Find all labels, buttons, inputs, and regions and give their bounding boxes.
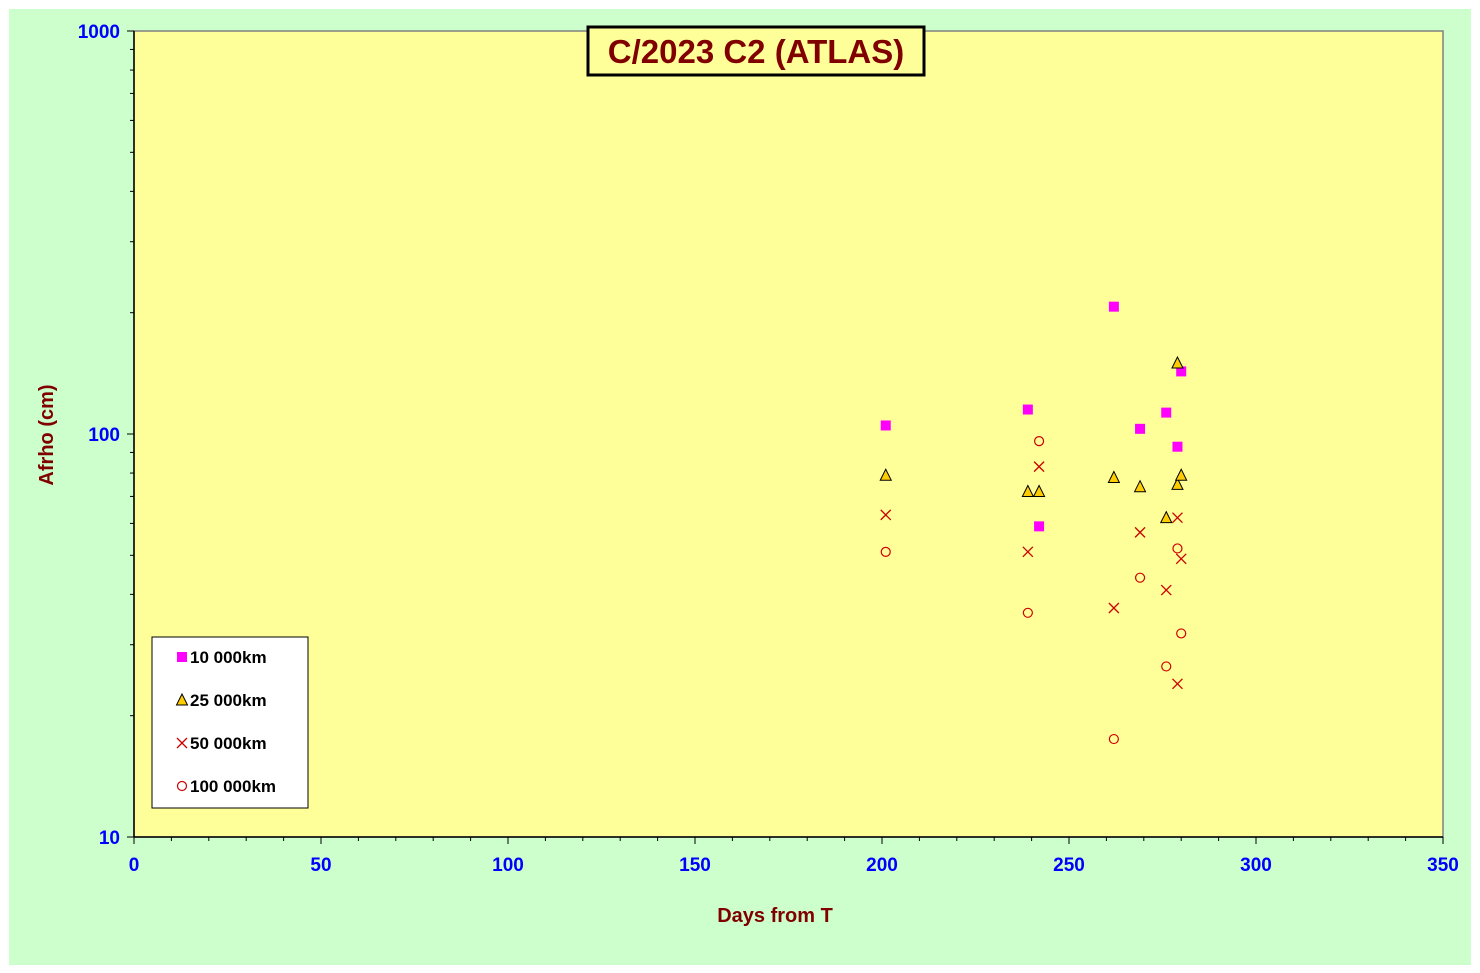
data-point-x xyxy=(1134,526,1146,538)
x-tick-label: 350 xyxy=(1427,855,1459,876)
data-point-triangle xyxy=(1171,477,1184,490)
data-point-triangle xyxy=(1133,479,1147,493)
data-point-square xyxy=(1108,301,1119,312)
y-axis-title: Afrho (cm) xyxy=(36,384,58,485)
y-tick-label: 1000 xyxy=(78,22,120,43)
data-point-x xyxy=(1108,602,1120,614)
data-point-circle xyxy=(1134,572,1146,583)
x-tick-label: 100 xyxy=(492,855,524,876)
x-tick-label: 300 xyxy=(1240,855,1272,876)
data-point-x xyxy=(1033,461,1045,473)
data-point-triangle xyxy=(1032,484,1046,497)
data-point-square xyxy=(1034,521,1045,532)
data-point-circle xyxy=(1161,661,1172,672)
x-tick-label: 200 xyxy=(866,855,898,876)
data-point-triangle xyxy=(1159,510,1173,524)
x-tick-label: 150 xyxy=(679,855,711,876)
data-point-triangle xyxy=(1107,470,1121,483)
legend-label: 25 000km xyxy=(190,691,267,710)
data-point-square xyxy=(1135,423,1146,434)
legend-marker-circle xyxy=(176,780,188,792)
data-point-square xyxy=(1172,441,1183,452)
legend-label: 100 000km xyxy=(190,777,276,796)
data-point-square xyxy=(1161,407,1172,418)
legend-marker-triangle xyxy=(175,692,189,706)
data-point-x xyxy=(1172,512,1183,524)
plot-area xyxy=(133,30,1444,838)
legend-label: 50 000km xyxy=(190,734,267,753)
legend-marker-square xyxy=(177,652,187,662)
tick-marks xyxy=(127,30,1444,844)
data-point-circle xyxy=(880,546,891,557)
data-point-triangle xyxy=(1021,484,1035,497)
data-point-square xyxy=(880,420,891,431)
data-point-x xyxy=(1160,584,1172,596)
data-point-triangle xyxy=(879,468,893,481)
x-axis-title: Days from T xyxy=(717,905,833,927)
data-point-circle xyxy=(1176,628,1187,639)
data-point-circle xyxy=(1022,607,1033,618)
data-point-x xyxy=(1172,678,1183,690)
data-point-circle xyxy=(1033,436,1045,447)
tick-labels: 0 50 100 150 200 250 300 350 10 100 1000 xyxy=(78,22,1459,876)
data-point-circle xyxy=(1108,733,1119,745)
x-tick-label: 0 xyxy=(129,855,140,876)
legend-label: 10 000km xyxy=(190,648,267,667)
data-point-square xyxy=(1022,404,1033,415)
x-tick-label: 50 xyxy=(310,855,331,876)
chart-title: C/2023 C2 (ATLAS) xyxy=(608,33,904,70)
data-point-circle xyxy=(1172,543,1183,554)
data-point-triangle xyxy=(1174,468,1188,481)
data-point-x xyxy=(1175,553,1187,565)
data-points xyxy=(879,301,1188,745)
data-point-x xyxy=(1022,546,1034,558)
y-tick-label: 100 xyxy=(88,425,120,446)
y-tick-label: 10 xyxy=(99,828,120,849)
data-point-triangle xyxy=(1171,355,1184,369)
legend-marker-x xyxy=(176,737,188,749)
x-tick-label: 250 xyxy=(1053,855,1085,876)
data-point-x xyxy=(880,509,892,521)
chart-title-box: C/2023 C2 (ATLAS) xyxy=(586,25,926,77)
legend: 10 000km 25 000km 50 000km 100 000km xyxy=(151,636,309,809)
data-point-square xyxy=(1176,366,1187,377)
